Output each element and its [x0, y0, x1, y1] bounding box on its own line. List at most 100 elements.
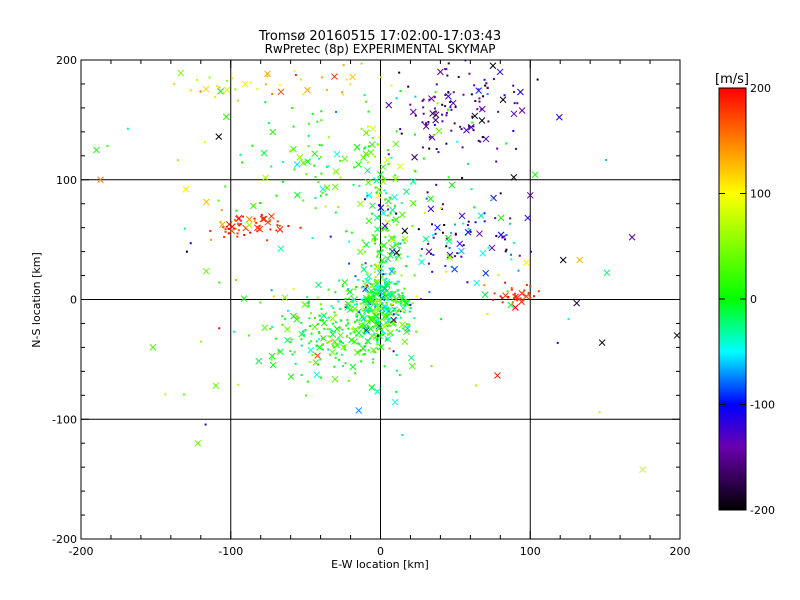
data-point-dot [470, 93, 473, 96]
data-point-dot [373, 237, 376, 240]
data-point-dot [391, 218, 394, 221]
data-point-dot [392, 309, 395, 312]
data-point-dot [325, 193, 328, 196]
data-point-dot [362, 331, 365, 334]
data-point-dot [379, 344, 382, 347]
data-point-cross [512, 304, 519, 311]
data-point-dot [471, 115, 474, 118]
data-point-dot [326, 342, 329, 345]
data-point-dot [441, 231, 444, 234]
data-point-cross [478, 117, 486, 124]
data-point-cross [320, 334, 327, 342]
data-point-cross [381, 323, 388, 331]
data-point-dot [377, 143, 380, 146]
data-point-dot [380, 307, 383, 310]
data-point-dot [387, 208, 390, 211]
data-point-dot [392, 313, 395, 316]
data-point-dot [372, 234, 375, 237]
data-point-cross [277, 245, 285, 253]
data-point-dot [341, 285, 344, 288]
data-point-dot [361, 239, 364, 242]
data-point-cross [356, 248, 364, 256]
data-point-dot [395, 312, 398, 315]
data-point-dot [387, 153, 390, 156]
colorbar-tick-label: -100 [750, 399, 775, 412]
data-point-dot [348, 240, 351, 243]
data-point-cross [418, 258, 425, 266]
data-point-dot [366, 284, 369, 287]
data-point-dot [251, 144, 254, 147]
data-point-dot [217, 199, 220, 202]
data-point-dot [255, 221, 258, 224]
data-point-cross [361, 301, 368, 309]
data-point-dot [216, 85, 219, 88]
data-point-dot [500, 296, 503, 299]
data-point-dot [420, 247, 423, 250]
data-point-dot [486, 93, 489, 96]
data-point-dot [386, 214, 389, 217]
data-point-dot [363, 332, 366, 335]
data-point-cross [323, 184, 331, 192]
data-point-dot [345, 289, 348, 292]
data-point-dot [341, 91, 344, 94]
data-point-dot [385, 337, 388, 340]
data-point-cross [385, 101, 393, 109]
data-point-cross [446, 251, 454, 259]
data-point-dot [440, 318, 443, 321]
data-point-cross [437, 68, 444, 76]
data-point-cross [377, 343, 385, 351]
data-point-dot [390, 84, 393, 87]
data-point-cross [222, 113, 230, 121]
data-point-dot [321, 76, 324, 79]
data-point-cross [353, 349, 361, 356]
data-point-cross [367, 316, 375, 324]
data-point-dot [393, 271, 396, 274]
data-point-cross [349, 363, 357, 371]
data-point-dot [349, 332, 352, 335]
data-point-dot [323, 327, 326, 330]
data-point-dot [395, 311, 398, 314]
data-point-cross [559, 256, 567, 264]
data-point-dot [427, 262, 430, 265]
data-point-dot [309, 340, 312, 343]
data-point-dot [445, 68, 448, 71]
data-point-dot [361, 316, 364, 319]
data-point-dot [407, 85, 410, 88]
data-point-dot [327, 348, 330, 351]
data-point-dot [306, 380, 309, 383]
data-point-dot [441, 103, 444, 106]
data-point-cross [518, 290, 526, 297]
data-point-cross [422, 122, 430, 130]
data-point-dot [346, 288, 349, 291]
data-point-dot [305, 173, 308, 176]
data-point-cross [446, 253, 453, 261]
data-point-dot [364, 262, 367, 265]
data-point-cross [341, 155, 349, 163]
data-point-dot [319, 194, 322, 197]
data-point-dot [259, 202, 262, 205]
data-point-dot [366, 131, 369, 134]
data-point-dot [320, 156, 323, 159]
data-point-dot [356, 314, 359, 317]
data-point-dot [605, 159, 608, 162]
data-point-dot [433, 107, 436, 110]
data-point-cross [435, 127, 443, 135]
data-point-dot [234, 279, 237, 282]
data-point-dot [351, 299, 354, 302]
data-point-dot [320, 110, 323, 113]
data-point-cross [261, 324, 269, 332]
data-point-dot [293, 168, 296, 171]
data-point-cross [375, 186, 383, 193]
data-point-cross [332, 168, 340, 175]
data-point-dot [501, 301, 504, 304]
data-point-cross [388, 234, 395, 242]
data-point-cross [320, 319, 328, 327]
data-point-cross [223, 86, 231, 94]
data-point-dot [444, 93, 447, 96]
data-point-cross [428, 95, 435, 102]
data-point-dot [382, 311, 385, 314]
data-point-dot [368, 322, 371, 325]
data-point-dot [337, 337, 340, 340]
data-point-dot [351, 328, 354, 331]
data-point-cross [262, 174, 269, 182]
